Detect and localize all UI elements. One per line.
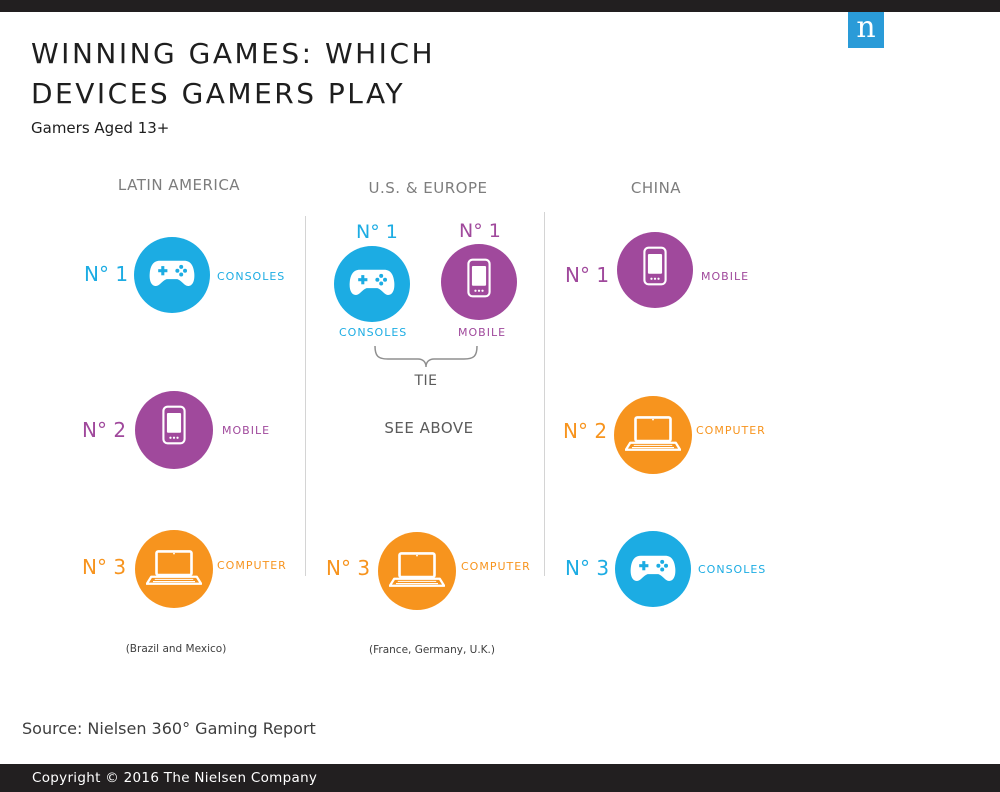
latam-rank-3: N° 3 (82, 555, 127, 579)
useu-consoles-circle (334, 246, 410, 322)
laptop-icon (146, 548, 202, 588)
latam-rank-3-circle (135, 530, 213, 608)
china-rank-1-circle (617, 232, 693, 308)
china-rank-1-label: MOBILE (701, 270, 750, 283)
china-rank-1: N° 1 (565, 263, 610, 287)
useu-rank-2-text: SEE ABOVE (384, 419, 474, 437)
laptop-icon (389, 550, 445, 590)
gamepad-icon (149, 257, 195, 289)
title-line-2: DEVICES GAMERS PLAY (31, 77, 406, 110)
page-subtitle: Gamers Aged 13+ (31, 119, 170, 137)
latam-rank-1-label: CONSOLES (217, 270, 286, 283)
phone-icon (162, 404, 186, 446)
laptop-icon (625, 414, 681, 454)
useu-rank-1-mobile: N° 1 (459, 220, 501, 242)
china-rank-2-circle (614, 396, 692, 474)
latam-rank-2: N° 2 (82, 418, 127, 442)
region-header-china: CHINA (630, 179, 682, 197)
title-line-1: WINNING GAMES: WHICH (31, 37, 436, 70)
latam-note: (Brazil and Mexico) (125, 643, 227, 655)
copyright-text: Copyright © 2016 The Nielsen Company (32, 770, 318, 786)
top-bar (0, 0, 1000, 12)
useu-rank-3: N° 3 (326, 556, 371, 580)
gamepad-icon (630, 552, 676, 584)
useu-consoles-label: CONSOLES (339, 326, 408, 339)
footer-bar: Copyright © 2016 The Nielsen Company (0, 764, 1000, 792)
china-rank-3-label: CONSOLES (698, 563, 767, 576)
latam-rank-1: N° 1 (84, 262, 129, 286)
divider-right (544, 212, 545, 576)
useu-mobile-circle (441, 244, 517, 320)
phone-icon (467, 257, 491, 299)
latam-rank-2-circle (135, 391, 213, 469)
useu-rank-3-label: COMPUTER (461, 560, 531, 573)
page-title: WINNING GAMES: WHICH DEVICES GAMERS PLAY (31, 34, 435, 114)
useu-rank-3-circle (378, 532, 456, 610)
nielsen-logo: n (848, 12, 884, 48)
tie-label: TIE (414, 373, 438, 389)
china-rank-2-label: COMPUTER (696, 424, 766, 437)
source-note: Source: Nielsen 360° Gaming Report (22, 719, 316, 738)
gamepad-icon (349, 266, 395, 298)
region-header-us-europe: U.S. & EUROPE (368, 179, 488, 197)
china-rank-3-circle (615, 531, 691, 607)
latam-rank-3-label: COMPUTER (217, 559, 287, 572)
latam-rank-1-circle (134, 237, 210, 313)
useu-note: (France, Germany, U.K.) (369, 644, 495, 656)
latam-rank-2-label: MOBILE (222, 424, 271, 437)
divider-left (305, 216, 306, 576)
china-rank-2: N° 2 (563, 419, 608, 443)
useu-mobile-label: MOBILE (458, 326, 507, 339)
region-header-latin-america: LATIN AMERICA (117, 176, 241, 194)
phone-icon (643, 245, 667, 287)
tie-bracket (374, 345, 478, 368)
useu-rank-1-consoles: N° 1 (356, 221, 398, 243)
china-rank-3: N° 3 (565, 556, 610, 580)
